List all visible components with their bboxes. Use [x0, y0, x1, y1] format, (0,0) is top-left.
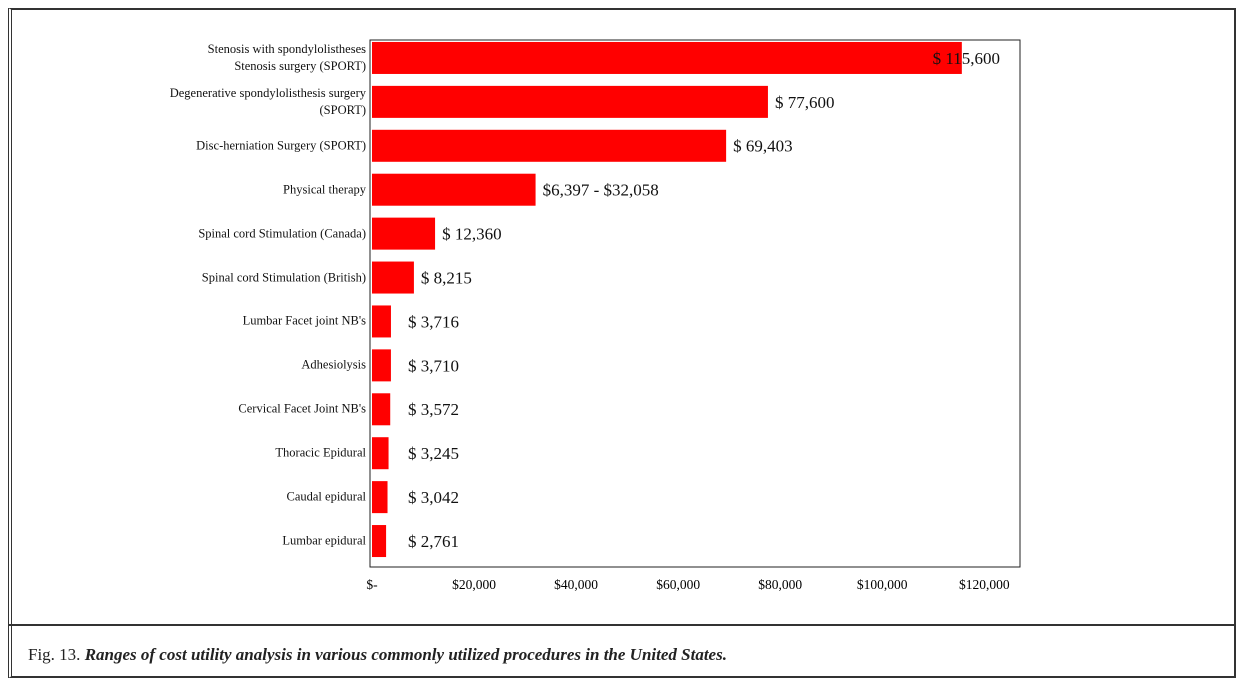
x-tick-label: $80,000 [758, 577, 802, 592]
value-label: $ 8,215 [421, 268, 472, 287]
value-label: $ 3,572 [408, 400, 459, 419]
y-tick-label: Thoracic Epidural [275, 445, 366, 460]
y-tick-label: Caudal epidural [286, 489, 367, 504]
bar [372, 217, 436, 250]
x-tick-label: $20,000 [452, 577, 496, 592]
y-tick-label: Lumbar Facet joint NB's [242, 313, 366, 328]
bar [372, 85, 768, 118]
bar [372, 437, 389, 470]
figure-frame [8, 8, 1236, 678]
bar [372, 349, 391, 382]
y-tick-label: Disc-herniation Surgery (SPORT) [196, 138, 366, 153]
y-tick-label: Stenosis with spondylolistheses Stenosis… [207, 41, 366, 73]
value-label: $ 69,403 [733, 137, 793, 156]
value-label: $ 77,600 [775, 93, 835, 112]
x-tick-label: $120,000 [959, 577, 1010, 592]
bar [372, 525, 387, 558]
bar [372, 41, 962, 74]
value-label: $ 3,042 [408, 488, 459, 507]
value-label: $ 12,360 [442, 225, 502, 244]
caption: Fig. 13. Ranges of cost utility analysis… [28, 645, 727, 665]
caption-separator [8, 624, 1236, 626]
bar [372, 173, 536, 206]
bar [372, 393, 391, 426]
bar [372, 481, 388, 514]
value-label: $ 3,245 [408, 444, 459, 463]
value-label: $ 2,761 [408, 532, 459, 551]
y-tick-label: Cervical Facet Joint NB's [238, 401, 366, 416]
caption-label: Fig. 13. [28, 645, 81, 664]
value-label: $6,397 - $32,058 [543, 181, 659, 200]
caption-text: Ranges of cost utility analysis in vario… [84, 645, 727, 664]
y-tick-label: Lumbar epidural [282, 533, 366, 548]
y-tick-label: Spinal cord Stimulation (Canada) [198, 226, 366, 241]
y-tick-label: Physical therapy [283, 182, 366, 197]
y-tick-label: Degenerative spondylolisthesis surgery (… [169, 85, 366, 117]
x-tick-label: $- [366, 577, 378, 592]
x-tick-label: $60,000 [656, 577, 700, 592]
value-label: $ 3,716 [408, 312, 459, 331]
bar [372, 129, 727, 162]
value-label: $ 3,710 [408, 356, 459, 375]
plot-frame [369, 39, 1021, 568]
x-tick-label: $40,000 [554, 577, 598, 592]
y-tick-label: Spinal cord Stimulation (British) [201, 270, 366, 285]
x-tick-label: $100,000 [857, 577, 908, 592]
y-tick-label: Adhesiolysis [301, 357, 366, 372]
bar [372, 261, 414, 294]
value-label: $ 115,600 [933, 49, 1000, 68]
bar [372, 305, 391, 338]
